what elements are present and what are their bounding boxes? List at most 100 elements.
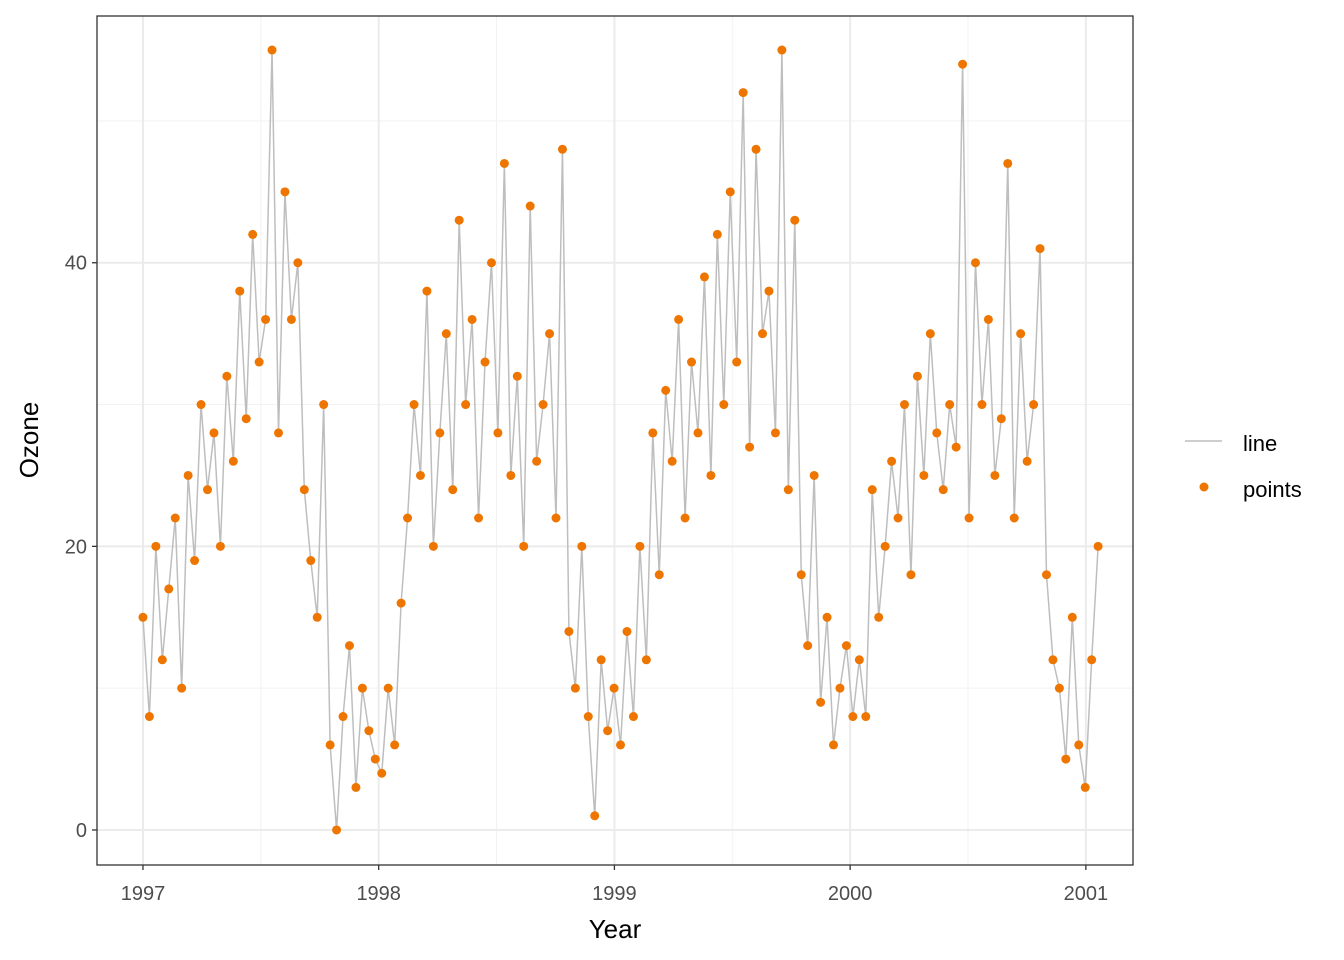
legend-points-key — [1199, 482, 1209, 492]
data-point — [177, 683, 187, 693]
data-point — [157, 655, 167, 665]
data-point — [1048, 655, 1058, 665]
data-point — [699, 272, 709, 282]
data-point — [835, 683, 845, 693]
data-point — [874, 612, 884, 622]
data-point — [377, 768, 387, 778]
data-point — [215, 541, 225, 551]
data-point — [609, 683, 619, 693]
data-point — [293, 258, 303, 268]
data-point — [454, 215, 464, 225]
data-point — [370, 754, 380, 764]
data-point — [893, 513, 903, 523]
data-point — [474, 513, 484, 523]
data-point — [590, 811, 600, 821]
data-point — [338, 712, 348, 722]
data-point — [790, 215, 800, 225]
data-point — [809, 470, 819, 480]
data-point — [532, 456, 542, 466]
data-point — [280, 187, 290, 197]
data-point — [493, 428, 503, 438]
data-point — [228, 456, 238, 466]
data-point — [557, 144, 567, 154]
data-point — [745, 442, 755, 452]
data-point — [364, 726, 374, 736]
data-point — [1087, 655, 1097, 665]
data-point — [428, 541, 438, 551]
data-point — [1041, 570, 1051, 580]
x-tick-label: 2001 — [1064, 883, 1109, 905]
data-point — [506, 470, 516, 480]
data-point — [848, 712, 858, 722]
data-point — [1074, 740, 1084, 750]
data-point — [996, 414, 1006, 424]
data-point — [880, 541, 890, 551]
line-series — [142, 50, 1099, 831]
data-point — [403, 513, 413, 523]
data-point — [983, 314, 993, 324]
y-tick-label: 20 — [65, 536, 87, 558]
data-point — [577, 541, 587, 551]
data-point — [951, 442, 961, 452]
data-point — [661, 385, 671, 395]
data-point — [538, 400, 548, 410]
data-point — [667, 456, 677, 466]
data-point — [687, 357, 697, 367]
data-point — [512, 371, 522, 381]
data-point — [1035, 244, 1045, 254]
data-point — [783, 485, 793, 495]
data-point — [919, 470, 929, 480]
data-point — [409, 400, 419, 410]
data-point — [1093, 541, 1103, 551]
data-point — [519, 541, 529, 551]
data-point — [267, 45, 277, 55]
data-point — [635, 541, 645, 551]
data-point — [854, 655, 864, 665]
legend-label-line: line — [1243, 431, 1277, 456]
data-point — [551, 513, 561, 523]
data-point — [383, 683, 393, 693]
data-point — [273, 428, 283, 438]
data-point — [654, 570, 664, 580]
data-point — [861, 712, 871, 722]
data-point — [196, 400, 206, 410]
data-point — [203, 485, 213, 495]
data-point — [900, 400, 910, 410]
data-point — [209, 428, 219, 438]
data-point — [299, 485, 309, 495]
data-point — [932, 428, 942, 438]
data-point — [732, 357, 742, 367]
data-point — [628, 712, 638, 722]
data-point — [796, 570, 806, 580]
data-point — [325, 740, 335, 750]
grid — [97, 16, 1133, 865]
data-point — [422, 286, 432, 296]
data-point — [777, 45, 787, 55]
data-point — [887, 456, 897, 466]
data-point — [235, 286, 245, 296]
data-point — [390, 740, 400, 750]
data-point — [1054, 683, 1064, 693]
data-point — [564, 626, 574, 636]
data-point — [764, 286, 774, 296]
data-point — [977, 400, 987, 410]
data-point — [1067, 612, 1077, 622]
data-point — [448, 485, 458, 495]
data-point — [319, 400, 329, 410]
data-point — [906, 570, 916, 580]
data-point — [461, 400, 471, 410]
data-point — [525, 201, 535, 211]
data-point — [925, 329, 935, 339]
data-point — [222, 371, 232, 381]
data-point — [480, 357, 490, 367]
x-tick-label: 1998 — [356, 883, 401, 905]
legend: line points — [1185, 431, 1302, 502]
data-point — [241, 414, 251, 424]
data-point — [822, 612, 832, 622]
data-point — [441, 329, 451, 339]
data-point — [706, 470, 716, 480]
y-axis: 0 20 40 — [65, 253, 97, 842]
data-point — [938, 485, 948, 495]
data-point — [545, 329, 555, 339]
data-point — [958, 59, 968, 69]
